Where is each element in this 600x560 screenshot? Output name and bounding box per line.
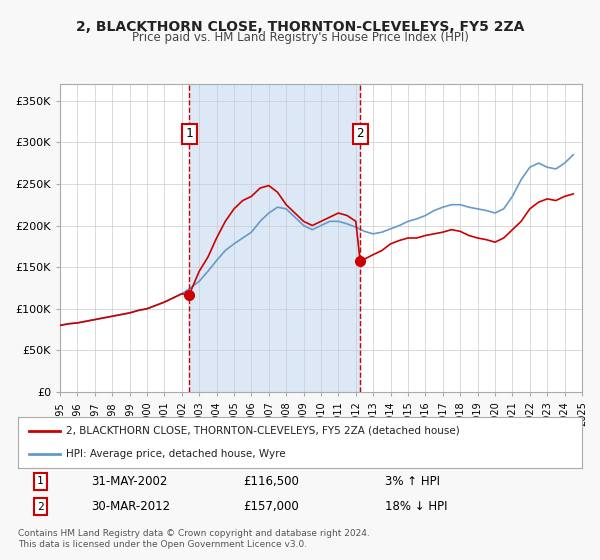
Text: £116,500: £116,500	[244, 475, 299, 488]
Text: 18% ↓ HPI: 18% ↓ HPI	[385, 500, 447, 513]
Text: 2, BLACKTHORN CLOSE, THORNTON-CLEVELEYS, FY5 2ZA: 2, BLACKTHORN CLOSE, THORNTON-CLEVELEYS,…	[76, 20, 524, 34]
Text: 1: 1	[185, 128, 193, 141]
Bar	[189, 84, 360, 392]
Text: Contains HM Land Registry data © Crown copyright and database right 2024.
This d: Contains HM Land Registry data © Crown c…	[18, 529, 370, 549]
Text: 3% ↑ HPI: 3% ↑ HPI	[385, 475, 440, 488]
Text: HPI: Average price, detached house, Wyre: HPI: Average price, detached house, Wyre	[66, 449, 286, 459]
Text: 2, BLACKTHORN CLOSE, THORNTON-CLEVELEYS, FY5 2ZA (detached house): 2, BLACKTHORN CLOSE, THORNTON-CLEVELEYS,…	[66, 426, 460, 436]
Text: 2: 2	[356, 128, 364, 141]
Text: Price paid vs. HM Land Registry's House Price Index (HPI): Price paid vs. HM Land Registry's House …	[131, 31, 469, 44]
Text: 1: 1	[37, 477, 44, 487]
Text: 30-MAR-2012: 30-MAR-2012	[91, 500, 170, 513]
Text: 2: 2	[37, 502, 44, 512]
Text: £157,000: £157,000	[244, 500, 299, 513]
Text: 31-MAY-2002: 31-MAY-2002	[91, 475, 167, 488]
